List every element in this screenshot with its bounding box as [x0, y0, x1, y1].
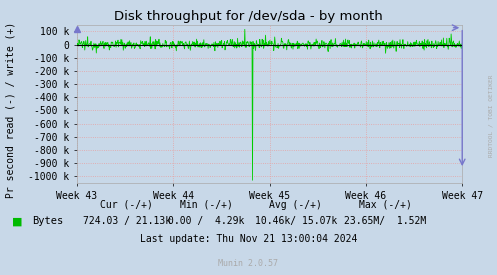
Text: Last update: Thu Nov 21 13:00:04 2024: Last update: Thu Nov 21 13:00:04 2024 [140, 234, 357, 244]
Text: Max (-/+): Max (-/+) [359, 200, 412, 210]
Text: Cur (-/+): Cur (-/+) [100, 200, 153, 210]
Text: RRDTOOL / TOBI OETIKER: RRDTOOL / TOBI OETIKER [488, 74, 493, 157]
Text: ■: ■ [12, 216, 23, 226]
Text: 724.03 / 21.13k: 724.03 / 21.13k [83, 216, 171, 226]
Text: Munin 2.0.57: Munin 2.0.57 [219, 260, 278, 268]
Text: Pr second read (-) / write (+): Pr second read (-) / write (+) [6, 22, 16, 198]
Text: Min (-/+): Min (-/+) [180, 200, 233, 210]
Text: Avg (-/+): Avg (-/+) [269, 200, 322, 210]
Text: Bytes: Bytes [32, 216, 64, 226]
Text: 0.00 /  4.29k: 0.00 / 4.29k [168, 216, 245, 226]
Text: Disk throughput for /dev/sda - by month: Disk throughput for /dev/sda - by month [114, 10, 383, 23]
Text: 10.46k/ 15.07k: 10.46k/ 15.07k [254, 216, 337, 226]
Text: 23.65M/  1.52M: 23.65M/ 1.52M [344, 216, 426, 226]
